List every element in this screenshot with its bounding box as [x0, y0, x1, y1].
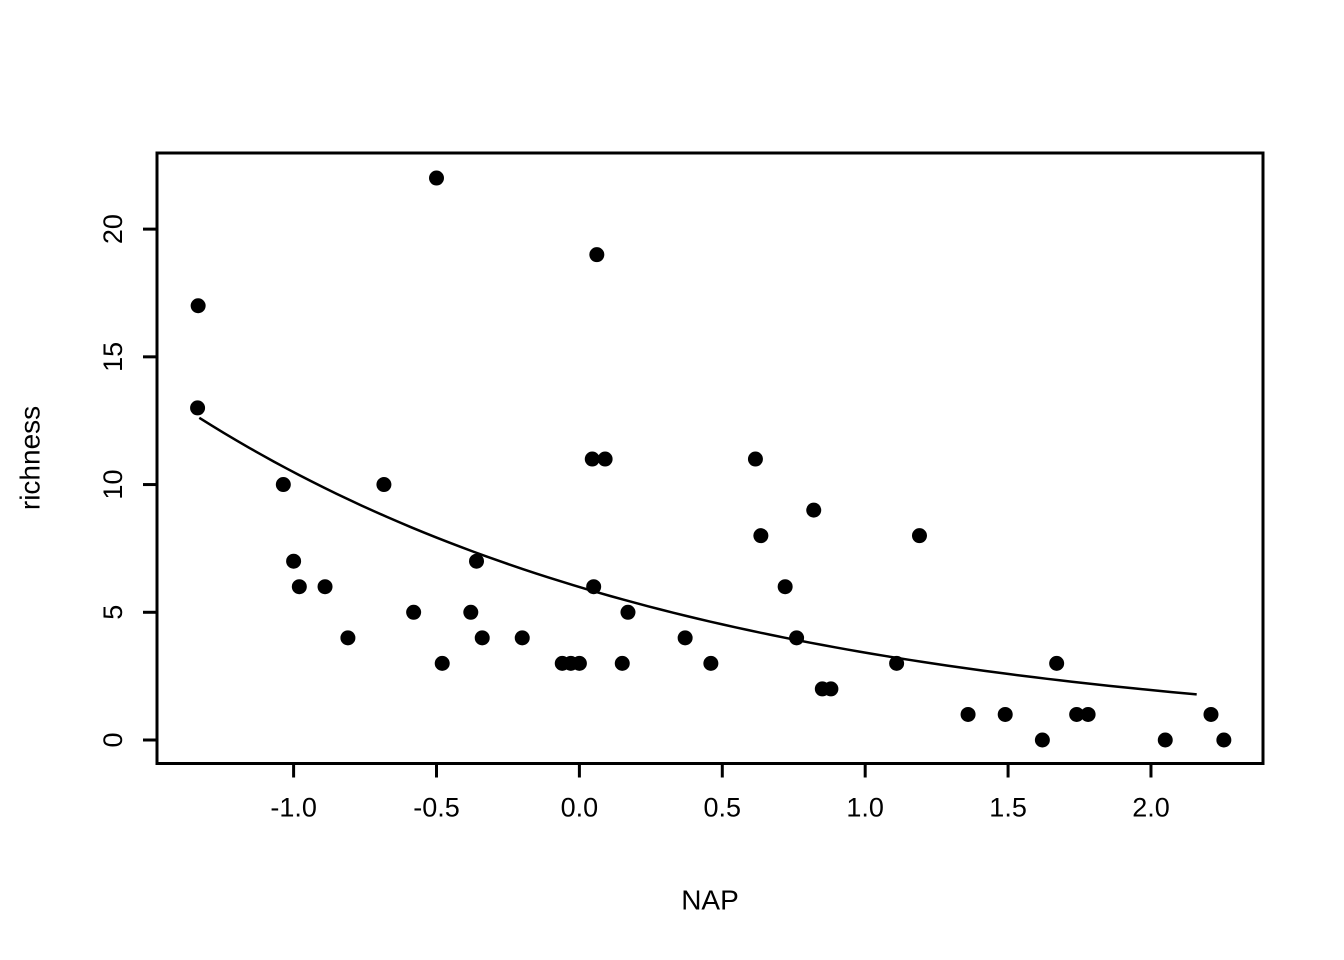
fit-curve — [198, 416, 1197, 696]
data-point — [620, 604, 636, 620]
data-point — [291, 579, 307, 595]
data-point — [474, 630, 490, 646]
data-point — [1069, 706, 1085, 722]
data-point — [597, 451, 613, 467]
data-point — [406, 604, 422, 620]
x-tick-label: 2.0 — [1132, 793, 1170, 823]
data-point — [997, 706, 1013, 722]
y-tick-label: 5 — [98, 605, 128, 620]
data-point — [190, 400, 206, 416]
x-tick-label: 0.0 — [561, 793, 599, 823]
data-point — [429, 170, 444, 186]
data-point — [1203, 706, 1219, 722]
data-point — [677, 630, 693, 646]
data-point — [753, 528, 769, 544]
data-point — [1049, 655, 1065, 671]
data-point — [514, 630, 530, 646]
data-point — [286, 553, 302, 569]
data-point — [789, 630, 805, 646]
data-point — [889, 655, 905, 671]
axis-ticks: -1.0 -0.5 0.0 0.5 1.0 1.5 2.0 0 5 10 15 20 — [98, 214, 1170, 822]
data-point — [1034, 732, 1050, 748]
data-point — [571, 655, 587, 671]
data-point — [1157, 732, 1173, 748]
data-point — [823, 681, 839, 697]
data-point — [911, 528, 927, 544]
x-tick-label: 1.0 — [846, 793, 884, 823]
data-point — [960, 706, 976, 722]
data-point — [747, 451, 763, 467]
y-tick-label: 15 — [98, 342, 128, 372]
data-point — [469, 553, 485, 569]
data-point — [190, 298, 206, 314]
data-point — [614, 655, 630, 671]
data-point — [584, 451, 600, 467]
x-tick-label: -1.0 — [270, 793, 317, 823]
data-point — [1216, 732, 1232, 748]
data-point — [703, 655, 719, 671]
y-axis-label: richness — [15, 406, 46, 510]
data-point — [777, 579, 793, 595]
data-point — [376, 477, 392, 493]
data-point — [806, 502, 822, 518]
x-tick-label: 0.5 — [704, 793, 742, 823]
data-point — [1080, 706, 1096, 722]
x-tick-label: -0.5 — [413, 793, 460, 823]
y-tick-label: 0 — [98, 732, 128, 747]
x-tick-label: 1.5 — [989, 793, 1027, 823]
data-point — [463, 604, 479, 620]
x-axis-label: NAP — [681, 885, 739, 916]
data-point — [340, 630, 356, 646]
fit-curve-layer — [198, 416, 1197, 696]
data-point — [275, 477, 291, 493]
data-point — [589, 247, 605, 263]
data-points-layer — [190, 170, 1232, 748]
y-tick-label: 10 — [98, 470, 128, 500]
y-tick-label: 20 — [98, 214, 128, 244]
data-point — [586, 579, 602, 595]
plot-box — [155, 151, 1265, 765]
data-point — [317, 579, 333, 595]
data-point — [434, 655, 450, 671]
